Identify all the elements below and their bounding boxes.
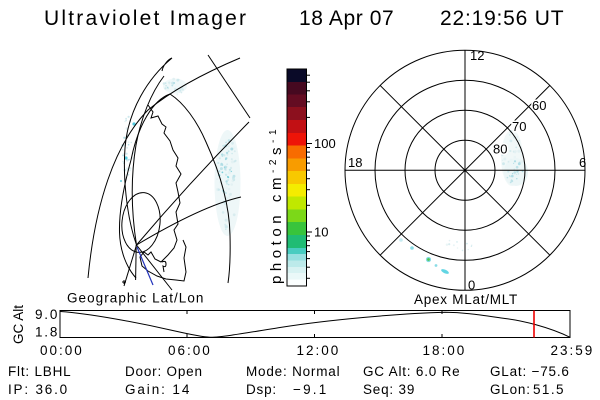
svg-text:12:00: 12:00 [297,343,341,358]
svg-text:GC Alt: 6.0 Re: GC Alt: 6.0 Re [363,364,461,379]
svg-text:70: 70 [512,119,526,134]
svg-text:51.5: 51.5 [533,382,565,397]
svg-text:60: 60 [532,98,546,113]
svg-text:06:00: 06:00 [168,343,212,358]
svg-text:−9.1: −9.1 [293,382,328,397]
svg-text:70: 70 [512,119,526,134]
svg-text:9.0: 9.0 [35,307,59,322]
svg-text:Ultraviolet Imager: Ultraviolet Imager [44,7,248,30]
svg-text:80: 80 [493,142,507,157]
svg-text:12: 12 [470,48,484,63]
svg-text:0: 0 [468,278,475,293]
svg-text:Apex MLat/MLT: Apex MLat/MLT [414,292,518,307]
svg-text:photon cm-2s-1: photon cm-2s-1 [268,125,285,284]
svg-text:6: 6 [579,155,586,170]
svg-text:Dsp:: Dsp: [246,382,277,397]
svg-text:1.8: 1.8 [35,325,59,340]
svg-text:18:00: 18:00 [423,343,467,358]
svg-text:100: 100 [314,136,336,151]
svg-text:Door: Open: Door: Open [125,364,203,379]
svg-text:Geographic Lat/Lon: Geographic Lat/Lon [67,291,205,306]
svg-text:GLat: −75.6: GLat: −75.6 [490,364,570,379]
svg-text:Flt: LBHL: Flt: LBHL [8,364,71,379]
svg-text:10: 10 [314,225,328,240]
svg-text:Gain: 14: Gain: 14 [125,382,191,397]
svg-text:IP: 36.0: IP: 36.0 [8,382,69,397]
svg-text:18 Apr 07: 18 Apr 07 [299,7,394,30]
svg-text:60: 60 [532,98,546,113]
svg-text:23:59: 23:59 [551,343,595,358]
svg-text:22:19:56 UT: 22:19:56 UT [440,7,564,30]
svg-text:Mode: Normal: Mode: Normal [246,364,340,379]
svg-text:GLon:: GLon: [490,382,531,397]
svg-text:18: 18 [348,155,362,170]
svg-text:00:00: 00:00 [40,343,84,358]
svg-text:GC Alt: GC Alt [11,305,26,344]
svg-text:80: 80 [493,142,507,157]
svg-text:Seq: 39: Seq: 39 [363,382,415,397]
